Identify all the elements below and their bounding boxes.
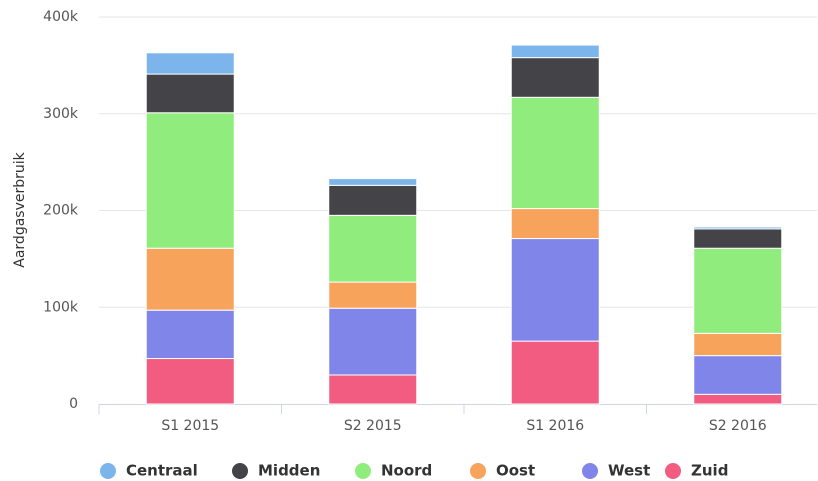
bar-segment xyxy=(328,307,418,376)
bar-segment xyxy=(328,184,418,216)
bar-segment xyxy=(145,112,235,249)
bar-segment xyxy=(510,44,600,59)
x-tick-label: S1 2015 xyxy=(161,418,219,434)
bar-segment xyxy=(510,208,600,240)
bar-segment xyxy=(145,309,235,360)
legend-label: Noord xyxy=(381,462,432,480)
bar-segment xyxy=(145,52,235,75)
bar-segment xyxy=(328,178,418,186)
bar-segment xyxy=(510,57,600,98)
legend-marker xyxy=(355,463,371,479)
x-tick-label: S2 2015 xyxy=(344,418,402,434)
legend-label: Centraal xyxy=(126,462,198,480)
y-tick-label: 0 xyxy=(69,396,78,412)
y-tick-label: 200k xyxy=(43,203,79,219)
x-tick-label: S2 2016 xyxy=(709,418,767,434)
bar-segment xyxy=(145,358,235,405)
bar-segment xyxy=(693,247,783,334)
y-tick-label: 400k xyxy=(43,9,79,25)
bar-segment xyxy=(693,332,783,357)
bar-segment xyxy=(693,228,783,249)
legend-marker xyxy=(582,463,598,479)
legend-label: Oost xyxy=(496,462,535,480)
legend-label: Midden xyxy=(258,462,320,480)
x-tick-label: S1 2016 xyxy=(526,418,584,434)
legend-marker xyxy=(232,463,248,479)
bar-segment xyxy=(145,247,235,311)
bar-segment xyxy=(510,340,600,405)
bar-segment xyxy=(328,281,418,309)
bar-segment xyxy=(693,393,783,405)
legend-label: West xyxy=(608,462,650,480)
bar-segment xyxy=(693,226,783,230)
legend-marker xyxy=(665,463,681,479)
y-axis-title: Aardgasverbruik xyxy=(12,151,28,267)
bar-segment xyxy=(145,73,235,114)
legend-marker xyxy=(470,463,486,479)
legend-marker xyxy=(100,463,116,479)
bar-segment xyxy=(693,355,783,395)
bar-segment xyxy=(328,214,418,283)
bar-segment xyxy=(510,96,600,210)
bar-segment xyxy=(328,374,418,405)
legend-label: Zuid xyxy=(691,462,728,480)
y-tick-label: 300k xyxy=(43,106,79,122)
bar-segment xyxy=(510,238,600,342)
y-tick-label: 100k xyxy=(43,299,79,315)
